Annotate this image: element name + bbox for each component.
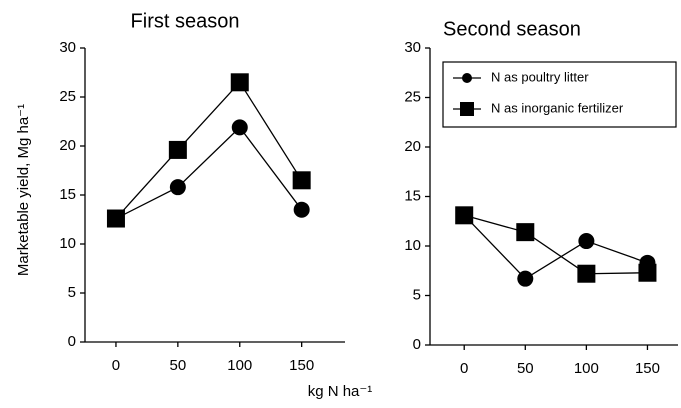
- y-tick-label: 15: [59, 186, 76, 203]
- y-tick-label: 30: [404, 39, 421, 56]
- x-tick-label: 50: [170, 357, 187, 374]
- y-tick-label: 15: [404, 187, 421, 204]
- x-tick-label: 0: [112, 357, 120, 374]
- marker: [292, 171, 311, 190]
- y-tick-label: 10: [404, 237, 421, 254]
- y-tick-label: 20: [404, 138, 421, 155]
- series-line: [115, 81, 303, 219]
- marker: [231, 119, 248, 136]
- x-tick-label: 0: [460, 360, 468, 377]
- marker: [517, 270, 534, 287]
- y-tick-label: 30: [59, 39, 76, 56]
- x-tick-label: 100: [574, 360, 599, 377]
- y-tick-label: 0: [68, 333, 76, 350]
- marker: [293, 201, 310, 218]
- marker: [106, 209, 125, 228]
- marker: [638, 263, 657, 282]
- marker: [577, 264, 596, 283]
- y-tick-label: 25: [59, 88, 76, 105]
- marker: [169, 179, 186, 196]
- y-tick-label: 25: [404, 88, 421, 105]
- marker: [168, 140, 187, 159]
- marker: [455, 206, 474, 225]
- y-tick-label: 5: [413, 286, 421, 303]
- y-tick-label: 10: [59, 235, 76, 252]
- x-tick-label: 150: [635, 360, 660, 377]
- chart-title: Second season: [443, 18, 581, 40]
- y-axis-label: Marketable yield, Mg ha⁻¹: [15, 104, 32, 276]
- series-line: [464, 214, 648, 275]
- legend-label: N as inorganic fertilizer: [491, 100, 624, 115]
- series-line: [463, 214, 648, 280]
- y-tick-label: 5: [68, 284, 76, 301]
- x-tick-label: 100: [227, 357, 252, 374]
- marker: [462, 73, 472, 83]
- marker: [578, 233, 595, 250]
- y-tick-label: 0: [413, 336, 421, 353]
- series-line: [115, 126, 303, 220]
- x-axis-label: kg N ha⁻¹: [308, 383, 373, 400]
- x-tick-label: 50: [517, 360, 534, 377]
- marker: [460, 102, 474, 116]
- chart-title: First season: [131, 10, 240, 32]
- marker: [516, 223, 535, 242]
- y-tick-label: 20: [59, 137, 76, 154]
- legend-label: N as poultry litter: [491, 69, 589, 84]
- legend: [442, 61, 677, 128]
- marker: [230, 73, 249, 92]
- x-tick-label: 150: [289, 357, 314, 374]
